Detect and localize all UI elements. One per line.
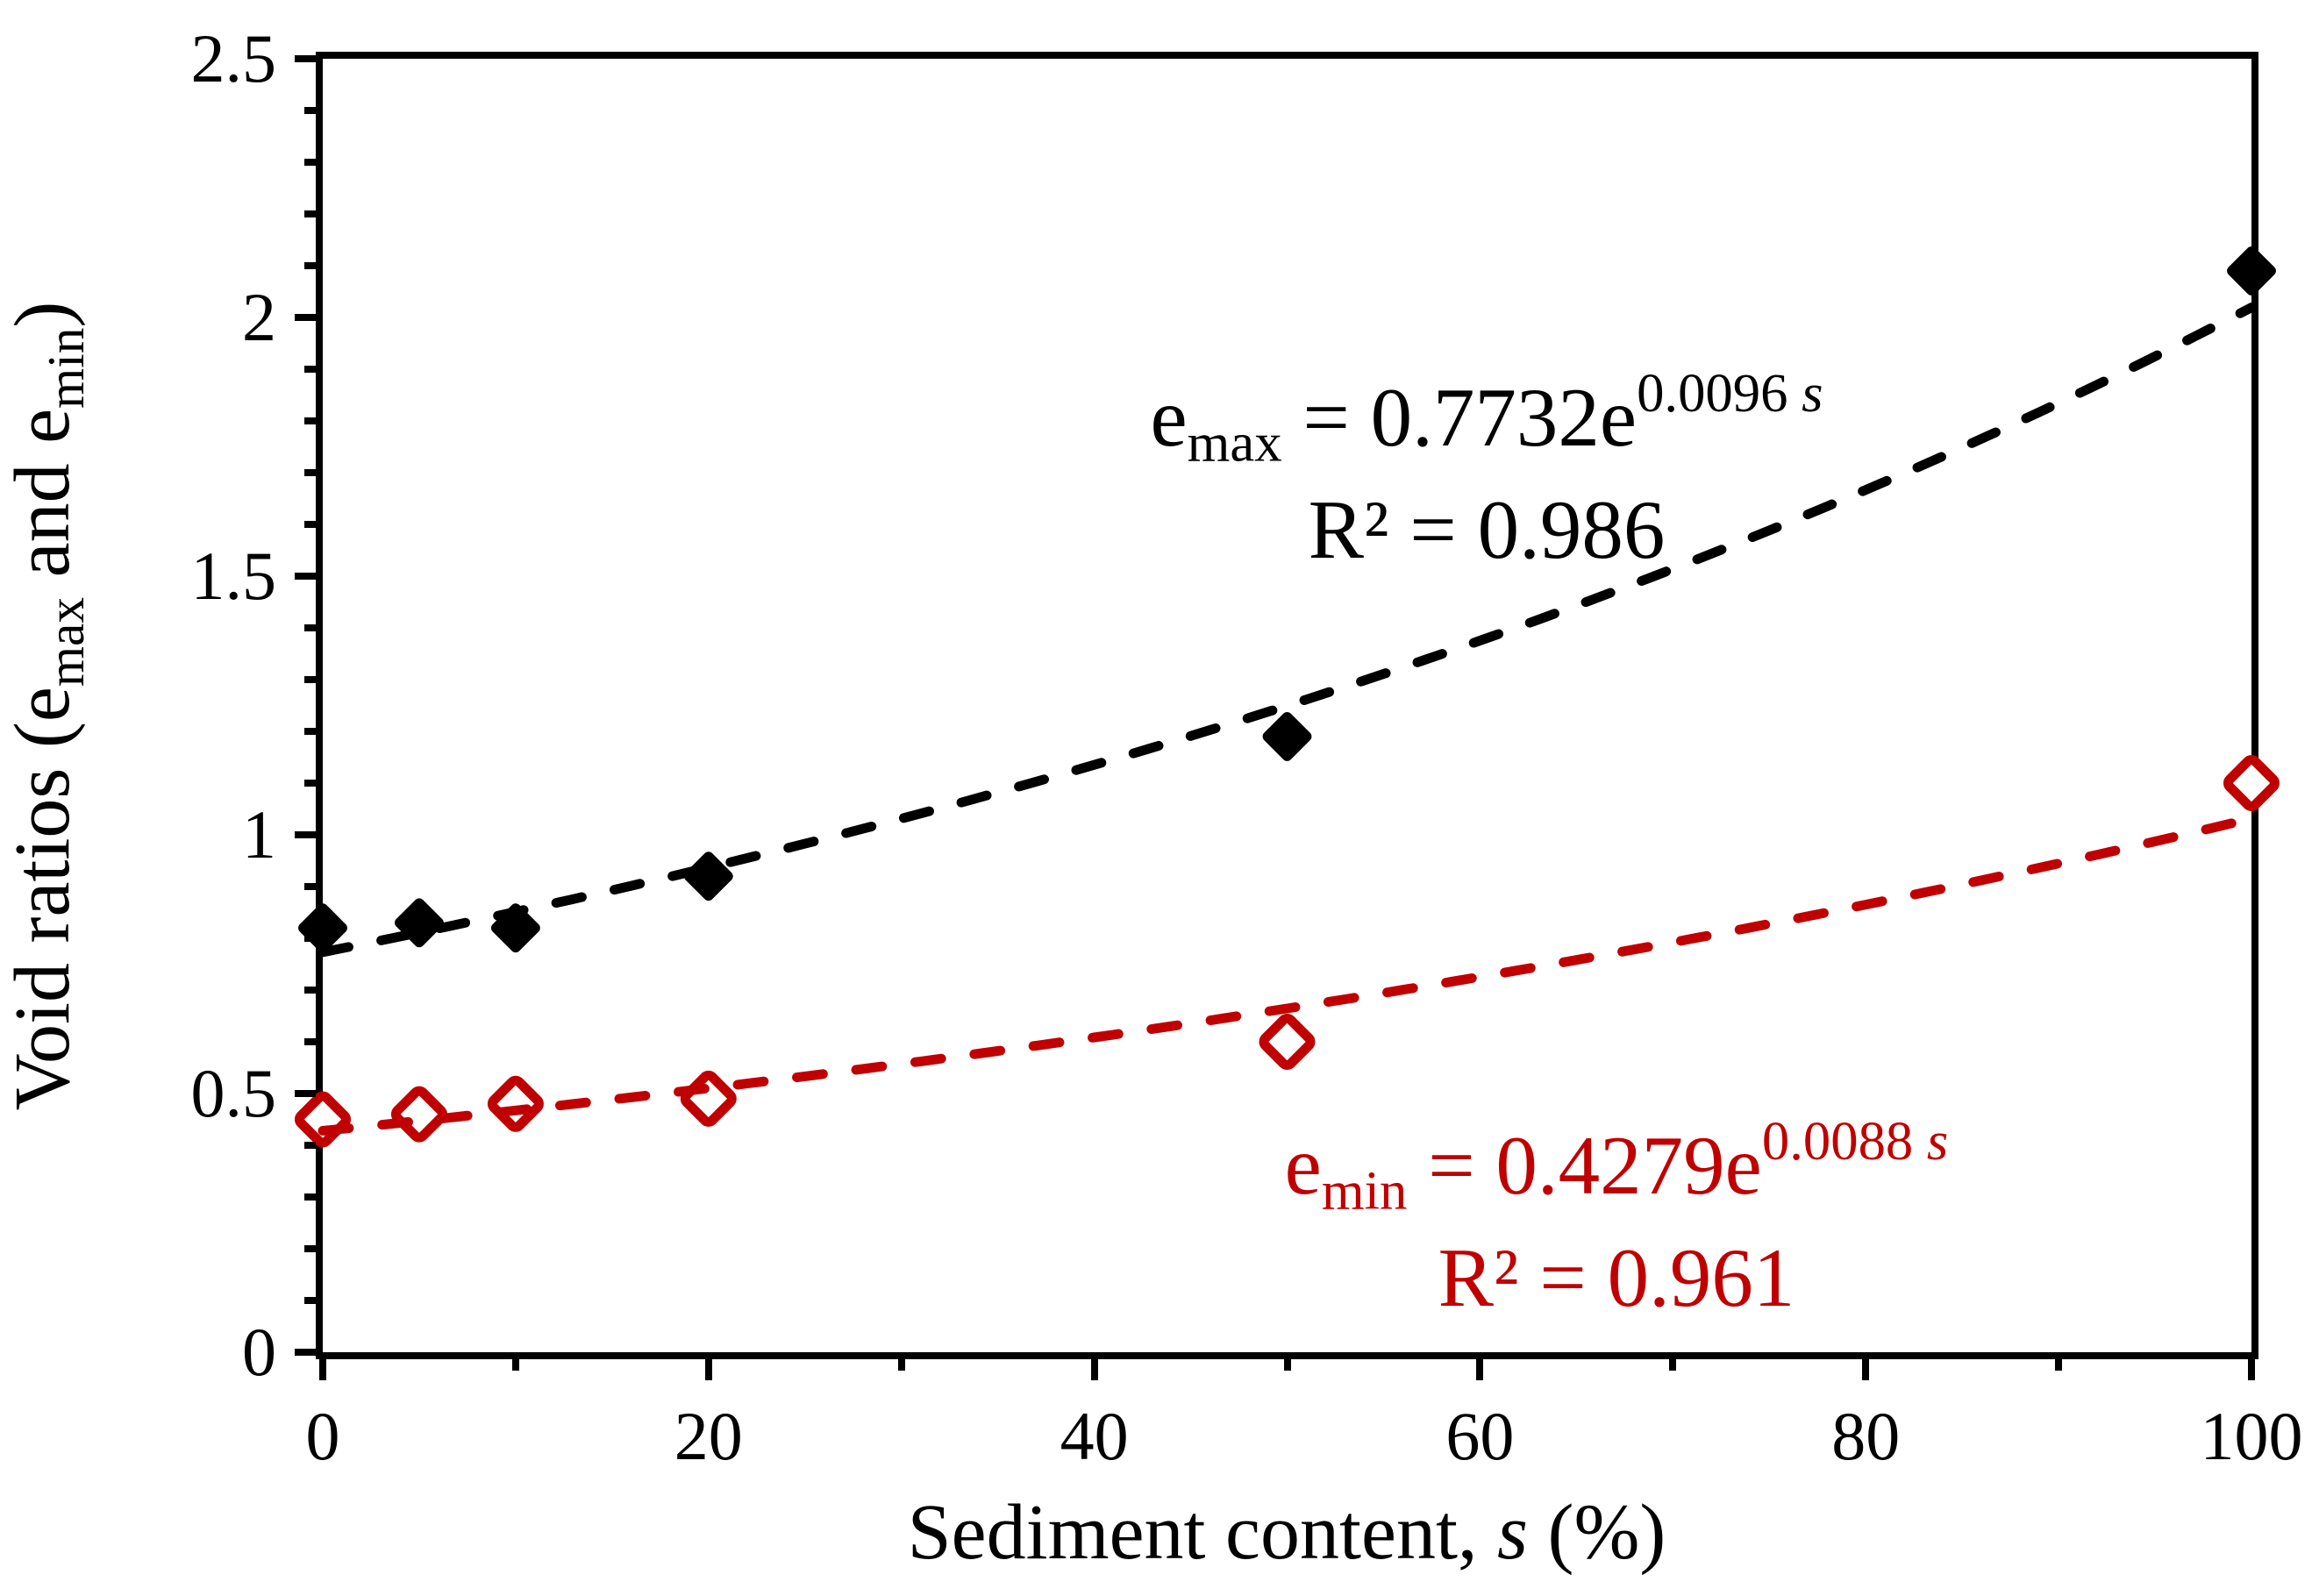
- equation-emax-body: = 0.7732e: [1281, 370, 1638, 464]
- data-point-e_min: [390, 1086, 447, 1143]
- equation-emax-exponent-coef: 0.0096: [1637, 362, 1802, 424]
- y-tick-label: 2: [242, 279, 276, 355]
- y-minor-tick: [304, 1142, 316, 1149]
- data-point-e_max: [2227, 246, 2276, 296]
- x-axis-title: Sediment content, s (%): [908, 1491, 1666, 1575]
- x-tick-label: 100: [2200, 1398, 2303, 1474]
- x-tick-label: 0: [305, 1398, 340, 1474]
- y-minor-tick: [304, 676, 316, 683]
- series-e_max: [298, 246, 2276, 958]
- y-minor-tick: [304, 1297, 316, 1304]
- y-axis-title-text: Void ratios (e: [0, 687, 87, 1111]
- x-major-tick: [704, 1359, 712, 1380]
- y-minor-tick: [304, 469, 316, 476]
- x-minor-tick: [897, 1359, 905, 1371]
- y-minor-tick: [304, 210, 316, 217]
- data-point-e_min: [294, 1091, 352, 1148]
- y-axis-title-close: ): [0, 301, 87, 328]
- equation-emax-subscript: max: [1187, 411, 1282, 474]
- y-axis-title-sub-min: min: [36, 327, 95, 409]
- equation-emin: emin = 0.4279e0.0088 s: [1090, 1097, 2143, 1234]
- x-tick-label: 60: [1445, 1398, 1515, 1474]
- r-squared-emin: R² = 0.961: [1438, 1231, 1795, 1325]
- y-minor-tick: [304, 521, 316, 528]
- y-minor-tick: [304, 624, 316, 631]
- y-major-tick: [295, 314, 316, 321]
- y-minor-tick: [304, 262, 316, 269]
- plot-area-frame: [316, 52, 2258, 1359]
- y-axis-title-mid: and e: [0, 408, 87, 597]
- y-minor-tick: [304, 1038, 316, 1045]
- x-tick-label: 80: [1831, 1398, 1901, 1474]
- y-minor-tick: [304, 935, 316, 942]
- x-major-tick: [1862, 1359, 1870, 1380]
- trendline-label-emax: emax = 0.7732e0.0096 s R² = 0.986: [960, 349, 2013, 574]
- plot-series-layer: [294, 246, 2280, 1148]
- y-major-tick: [295, 573, 316, 580]
- x-minor-tick: [511, 1359, 519, 1371]
- trendline-e_max: [318, 303, 2257, 958]
- data-point-e_min: [487, 1075, 544, 1132]
- y-minor-tick: [304, 987, 316, 994]
- y-minor-tick: [304, 728, 316, 735]
- equation-emax: emax = 0.7732e0.0096 s: [960, 349, 2013, 486]
- y-tick-label: 0: [242, 1314, 276, 1390]
- equation-emax-symbol: e: [1150, 370, 1188, 464]
- data-point-e_min: [2223, 754, 2280, 812]
- x-major-tick: [319, 1359, 326, 1380]
- y-axis-title-sub-max: max: [36, 596, 95, 688]
- y-tick-label: 0.5: [190, 1055, 277, 1131]
- trendline-label-emin: emin = 0.4279e0.0088 s R² = 0.961: [1090, 1097, 2143, 1322]
- equation-emin-symbol: e: [1284, 1118, 1322, 1212]
- y-major-tick: [295, 831, 316, 838]
- y-major-tick: [295, 55, 316, 62]
- x-tick-label: 20: [674, 1398, 743, 1474]
- y-minor-tick: [304, 107, 316, 114]
- series-e_min: [294, 754, 2280, 1148]
- equation-emin-body: = 0.4279e: [1407, 1118, 1762, 1212]
- x-major-tick: [2248, 1359, 2255, 1380]
- data-point-e_min: [1259, 1013, 1316, 1071]
- x-minor-tick: [2055, 1359, 2063, 1371]
- y-major-tick: [295, 1090, 316, 1097]
- equation-emin-exponent: 0.0088 s: [1762, 1110, 1948, 1172]
- equation-emax-exponent: 0.0096 s: [1637, 362, 1823, 424]
- y-minor-tick: [304, 883, 316, 890]
- y-minor-tick: [304, 366, 316, 373]
- equation-emin-exponent-var: s: [1926, 1110, 1949, 1172]
- equation-emin-subscript: min: [1321, 1159, 1408, 1222]
- data-point-e_min: [680, 1070, 737, 1127]
- y-minor-tick: [304, 159, 316, 166]
- y-minor-tick: [304, 780, 316, 787]
- equation-emax-exponent-var: s: [1802, 362, 1823, 424]
- x-axis-title-symbol: s: [1496, 1489, 1528, 1576]
- x-axis-title-text: Sediment content,: [907, 1489, 1497, 1576]
- x-minor-tick: [1283, 1359, 1291, 1371]
- data-point-e_max: [395, 898, 444, 948]
- x-tick-label: 40: [1060, 1398, 1129, 1474]
- data-point-e_max: [1262, 711, 1312, 761]
- r-squared-emax: R² = 0.986: [1308, 483, 1666, 577]
- x-minor-tick: [1669, 1359, 1677, 1371]
- y-tick-label: 1.5: [190, 538, 277, 614]
- y-major-tick: [295, 1349, 316, 1356]
- x-major-tick: [1090, 1359, 1098, 1380]
- y-minor-tick: [304, 1245, 316, 1252]
- x-major-tick: [1476, 1359, 1484, 1380]
- y-tick-label: 1: [242, 796, 276, 873]
- data-point-e_max: [683, 851, 733, 901]
- y-tick-label: 2.5: [190, 20, 277, 96]
- trendline-e_min: [318, 813, 2257, 1136]
- y-minor-tick: [304, 1193, 316, 1201]
- y-axis-title: Void ratios (emax and emin): [0, 301, 108, 1111]
- equation-emin-exponent-coef: 0.0088: [1761, 1110, 1927, 1172]
- y-minor-tick: [304, 417, 316, 424]
- x-axis-title-units: (%): [1527, 1489, 1666, 1576]
